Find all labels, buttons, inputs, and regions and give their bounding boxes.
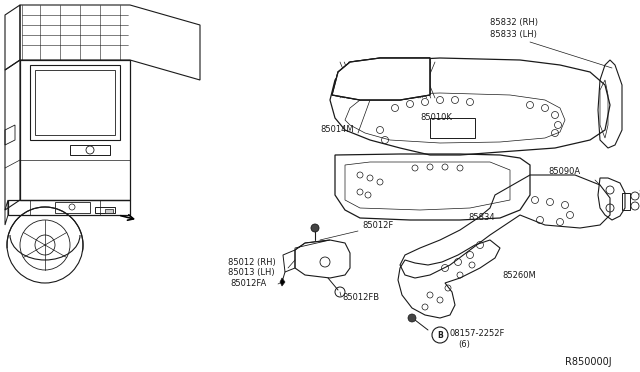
Polygon shape	[332, 58, 430, 100]
Text: 85012FB: 85012FB	[342, 294, 379, 302]
Text: 85260M: 85260M	[502, 270, 536, 279]
Text: 85833 (LH): 85833 (LH)	[490, 30, 537, 39]
Text: 08157-2252F: 08157-2252F	[450, 328, 506, 337]
Circle shape	[311, 224, 319, 232]
Text: 85010K: 85010K	[420, 113, 452, 122]
Text: 85832 (RH): 85832 (RH)	[490, 18, 538, 27]
Text: R850000J: R850000J	[565, 357, 612, 367]
Circle shape	[408, 314, 416, 322]
Polygon shape	[332, 58, 430, 100]
Polygon shape	[105, 209, 113, 213]
Text: B: B	[437, 330, 443, 340]
Text: (6): (6)	[458, 340, 470, 350]
Text: 85090A: 85090A	[548, 167, 580, 176]
Text: 85012F: 85012F	[362, 221, 393, 230]
Text: 85012FA: 85012FA	[230, 279, 266, 289]
Polygon shape	[280, 278, 285, 286]
Text: 85834: 85834	[468, 214, 495, 222]
Text: 85012 (RH): 85012 (RH)	[228, 257, 276, 266]
Text: 85206G: 85206G	[638, 189, 640, 198]
Text: 85013 (LH): 85013 (LH)	[228, 269, 275, 278]
Text: 85014M: 85014M	[320, 125, 354, 135]
